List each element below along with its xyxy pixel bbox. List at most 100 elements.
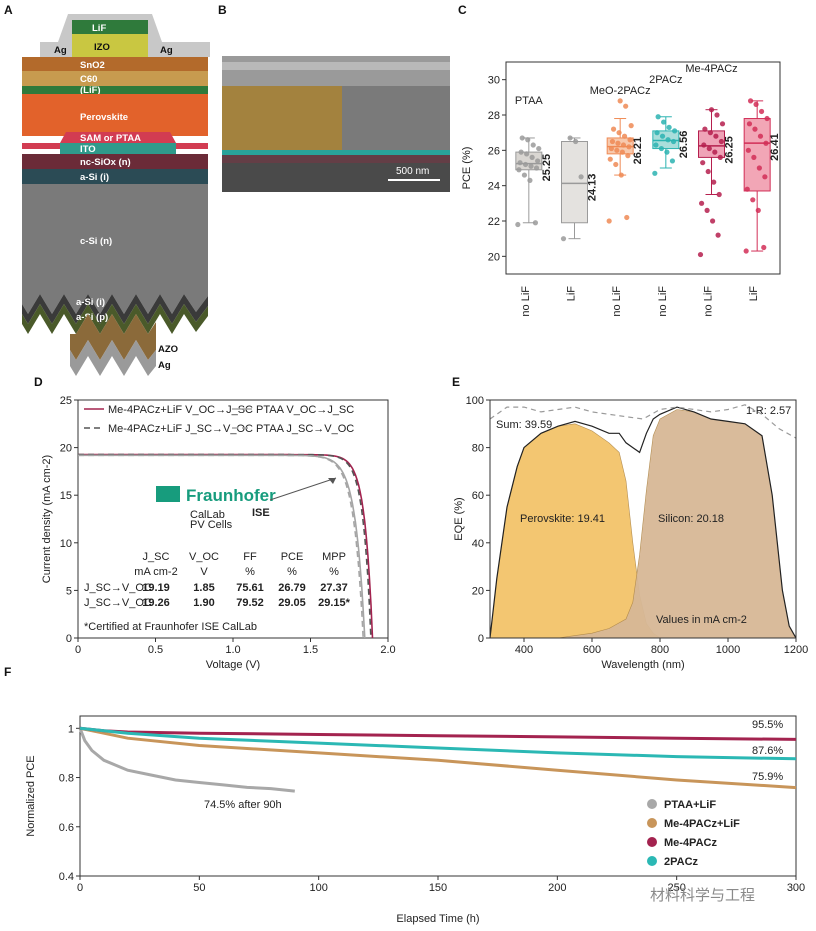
label-ag-right: Ag [160,45,173,56]
c-point [666,124,672,130]
c-category-label: no LiF [657,286,669,317]
e-y-tick-label: 60 [472,490,484,502]
c-point [607,156,613,162]
c-point [669,158,676,164]
c-point [743,248,749,254]
layer-ag-back [70,340,156,376]
d-logo-name: Fraunhofer [186,486,276,505]
d-table-cell: 75.61 [236,582,264,594]
label-perovskite: Perovskite [80,112,128,123]
c-point [705,168,711,175]
d-curve [78,454,364,639]
d-table-cell: 19.19 [142,582,170,594]
c-point [521,172,528,178]
f-x-tick-label: 100 [309,882,327,894]
d-table-header: V_OC [189,551,219,563]
c-point [744,186,750,192]
c-point [699,200,705,206]
scale-bar-label: 500 nm [396,166,429,177]
e-frame [489,399,797,639]
c-point [560,236,567,242]
e-y-axis-label: EQE (%) [453,497,465,540]
layer-perovskite [22,94,208,136]
d-y-axis-label: Current density (mA cm-2) [41,455,53,583]
f-legend-marker [647,799,657,809]
c-point [613,161,619,168]
label-azo: AZO [158,344,178,355]
c-box [515,151,543,171]
f-x-tick-label: 0 [77,882,83,894]
c-category-label: no LiF [703,286,715,317]
c-point [516,167,522,173]
e-y-tick-label: 100 [466,395,484,407]
e-label-perovskite: Perovskite: 19.41 [520,513,605,525]
chart-d-jv-curves: 0 0.5 1.0 1.5 2.0 0 5 10 15 20 25 Voltage (V) Curren… [41,395,396,671]
f-series-line [79,726,797,761]
panel-label-d: D [34,375,43,389]
d-table-cell: 27.37 [320,582,348,594]
d-table-unit: mA cm-2 [134,566,177,578]
chart-e-eqe: 400 600 800 1000 1200 0 20 40 60 80 100 Wavelength … [453,395,808,671]
d-logo-mark [156,486,180,502]
c-point [708,107,715,113]
layer-azo [70,314,156,360]
c-point [718,138,725,145]
f-annotation-me4: 95.5% [752,719,783,731]
c-point [711,179,717,185]
label-izo: IZO [94,42,110,53]
f-x-tick-label: 250 [667,882,685,894]
c-median-label: 26.41 [769,133,781,161]
c-point [609,138,616,145]
c-point [532,220,539,226]
f-legend-label: Me-4PACz [664,837,717,849]
c-category-label: no LiF [520,286,532,317]
d-y-tick-label: 0 [66,633,72,645]
d-table-cell: 29.15* [318,597,351,609]
c-category-label: LiF [748,286,760,302]
c-point [719,121,726,127]
sem-perovskite-region [222,86,342,150]
c-point [619,149,625,155]
d-y-tick-label: 20 [60,443,72,455]
c-point [573,138,579,145]
layer-csi [22,184,208,314]
d-x-tick-label: 0.5 [148,644,163,656]
c-point [515,221,521,228]
c-median-label: 26.56 [678,131,690,159]
c-point [752,126,758,132]
c-point [704,207,710,213]
c-point [626,144,632,150]
c-point [753,101,759,107]
f-annotation-ptaa: 74.5% after 90h [204,799,282,811]
sem-top-highlight [222,62,450,70]
c-median-label: 26.21 [632,137,644,165]
c-point [762,174,768,180]
label-ito: ITO [80,144,96,155]
d-x-axis-label: Voltage (V) [206,659,260,671]
watermark: 材料科学与工程 [650,886,755,904]
d-table-unit: % [287,566,297,578]
f-y-tick-label: 0.4 [59,871,74,883]
c-point [710,218,716,224]
d-y-tick-label: 25 [60,395,72,407]
c-y-tick-label: 20 [488,251,500,263]
e-label-units: Values in mA cm-2 [656,614,747,626]
c-point [715,232,721,238]
d-table-row-label: J_SC→V_OC [84,582,152,594]
label-asi-i-back: a-Si (i) [76,297,105,308]
c-point [706,145,712,152]
sem-grain [342,86,450,150]
label-lif: LiF [92,23,106,34]
label-ag-left: Ag [54,45,67,56]
c-y-axis-label: PCE (%) [461,147,473,190]
c-point [518,149,524,155]
d-x-tick-label: 1.0 [225,644,240,656]
f-x-axis-label: Elapsed Time (h) [396,913,479,925]
c-point [624,214,630,221]
d-legend-label: Me-4PACz+LiF J_SC→V_OC [108,423,253,435]
label-asi-p: a-Si (p) [76,312,108,323]
e-sum-line [489,406,797,639]
d-logo-arrowhead [328,478,336,484]
e-x-tick-label: 400 [515,644,533,656]
c-point [606,218,612,224]
